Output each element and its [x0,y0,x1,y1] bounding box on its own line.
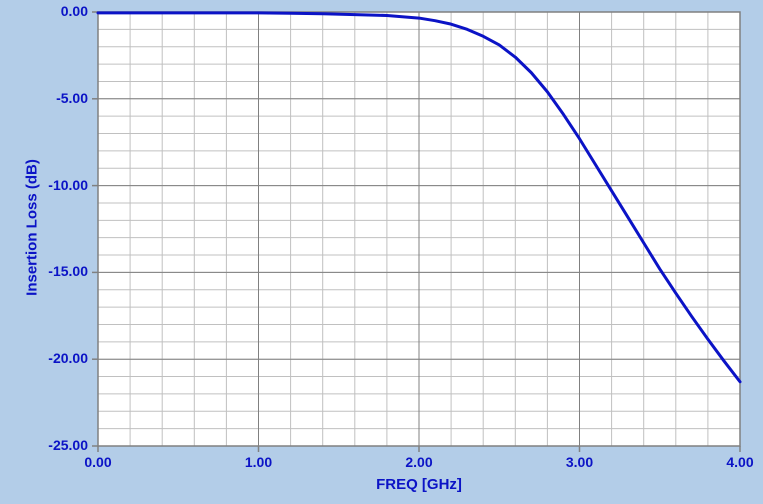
y-tick-label: -5.00 [56,90,88,106]
chart-svg [0,0,763,504]
y-tick-label: -15.00 [48,263,88,279]
x-tick-label: 4.00 [718,454,762,470]
y-tick-label: -10.00 [48,177,88,193]
chart-frame: 0.00 1.00 2.00 3.00 4.00 -25.00 -20.00 -15.00 -1… [0,0,763,504]
y-axis-title: Insertion Loss (dB) [24,148,41,308]
x-axis-title: FREQ [GHz] [339,476,499,493]
y-tick-label: -25.00 [48,437,88,453]
x-tick-label: 2.00 [397,454,441,470]
x-tick-label: 1.00 [237,454,281,470]
x-tick-label: 0.00 [76,454,120,470]
x-tick-label: 3.00 [558,454,602,470]
y-tick-label: -20.00 [48,350,88,366]
y-tick-label: 0.00 [61,3,88,19]
